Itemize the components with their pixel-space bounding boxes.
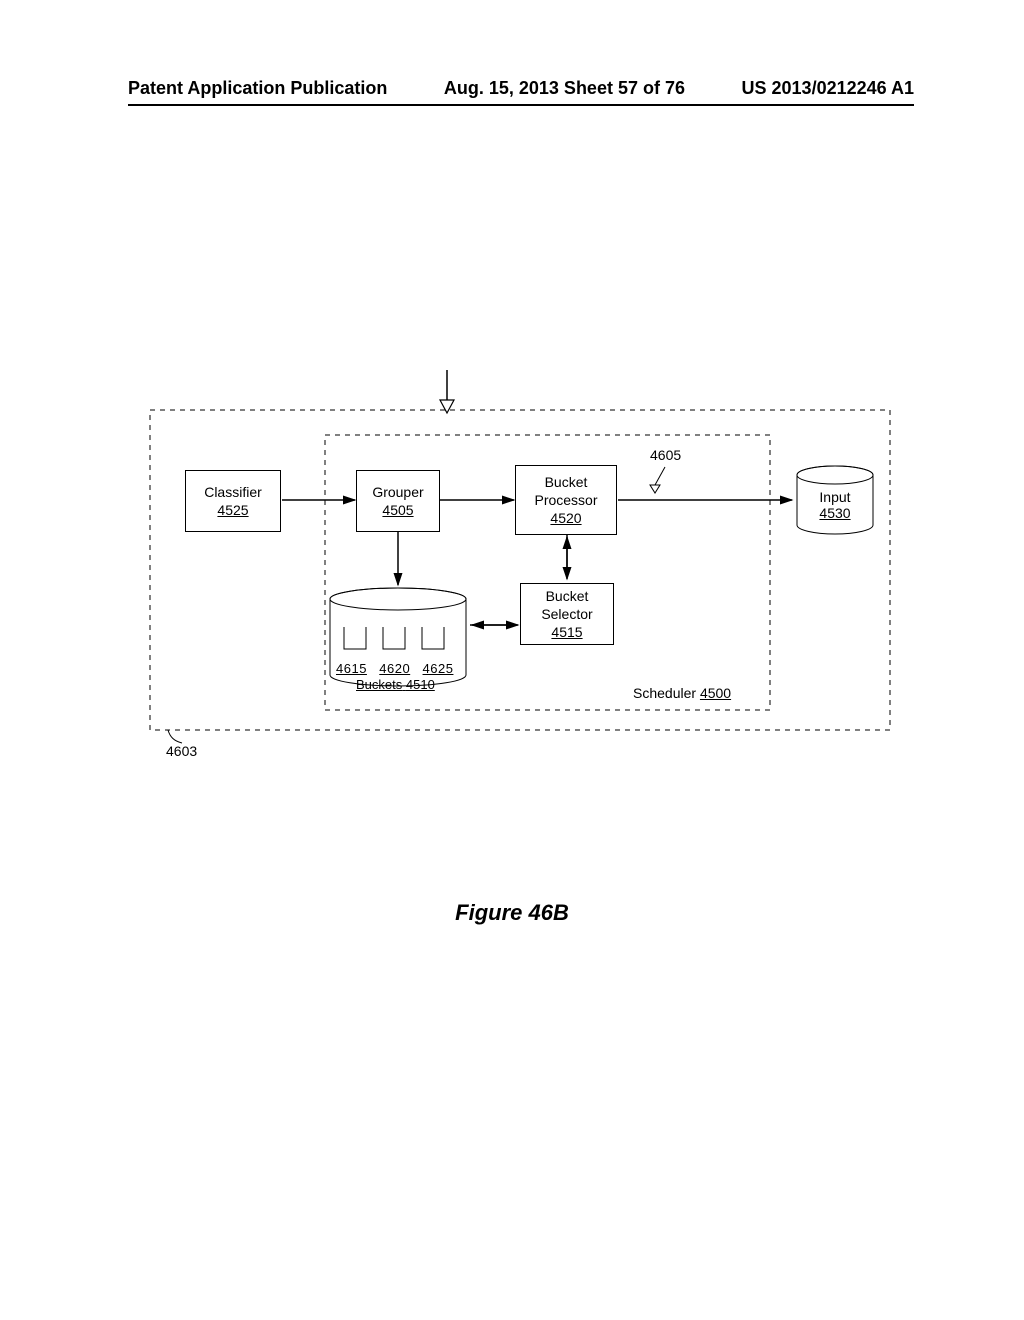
grouper-node: Grouper 4505 [356, 470, 440, 532]
bucket-item-1-ref: 4620 [379, 661, 410, 676]
outer-box-ref: 4603 [166, 743, 197, 759]
diagram-svg [140, 365, 900, 785]
bucket-selector-node: Bucket Selector 4515 [520, 583, 614, 645]
bucket-processor-label-1: Bucket [545, 473, 588, 491]
classifier-node: Classifier 4525 [185, 470, 281, 532]
bucket-item-0-ref: 4615 [336, 661, 367, 676]
grouper-label: Grouper [372, 483, 423, 501]
bucket-selector-label-2: Selector [541, 605, 592, 623]
bucket-selector-ref: 4515 [551, 623, 582, 641]
buckets-ref: 4510 [406, 677, 435, 692]
bucket-item-2-ref: 4625 [423, 661, 454, 676]
header-right: US 2013/0212246 A1 [742, 78, 914, 99]
input-ref: 4530 [795, 505, 875, 521]
diagram: Classifier 4525 Grouper 4505 Bucket Proc… [140, 365, 900, 745]
header-rule [128, 104, 914, 106]
bucket-selector-label-1: Bucket [546, 587, 589, 605]
bucket-processor-node: Bucket Processor 4520 [515, 465, 617, 535]
buckets-label-text: Buckets [356, 677, 402, 692]
classifier-label: Classifier [204, 483, 262, 501]
bucket-processor-label-2: Processor [534, 491, 597, 509]
scheduler-ref: 4500 [700, 685, 731, 701]
input-cylinder: Input 4530 [795, 465, 875, 537]
scheduler-text: Scheduler [633, 685, 696, 701]
page: Patent Application Publication Aug. 15, … [0, 0, 1024, 1320]
figure-caption: Figure 46B [0, 900, 1024, 926]
header: Patent Application Publication Aug. 15, … [128, 78, 914, 99]
edge-callout-4605: 4605 [650, 447, 681, 463]
classifier-ref: 4525 [217, 501, 248, 519]
scheduler-label: Scheduler 4500 [633, 685, 731, 701]
buckets-label: Buckets 4510 [356, 677, 435, 692]
header-left: Patent Application Publication [128, 78, 387, 99]
input-label: Input [795, 489, 875, 505]
header-center: Aug. 15, 2013 Sheet 57 of 76 [444, 78, 685, 99]
grouper-ref: 4505 [382, 501, 413, 519]
bucket-processor-ref: 4520 [550, 509, 581, 527]
